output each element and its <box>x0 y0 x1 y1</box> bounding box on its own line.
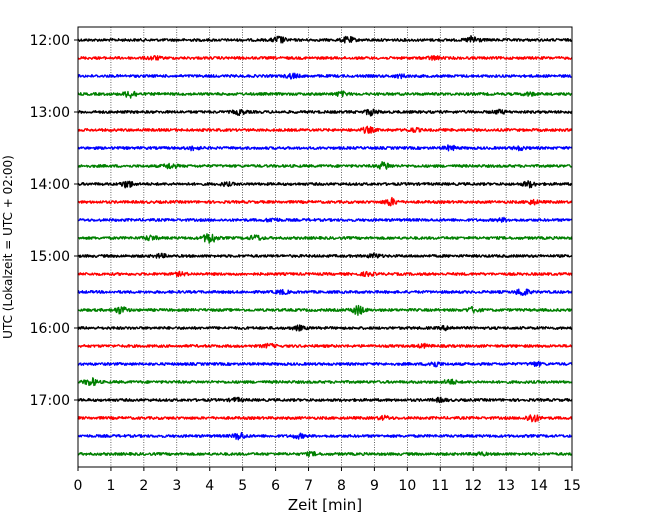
trace-layer <box>77 35 573 457</box>
seismogram-trace <box>77 216 573 223</box>
x-tick-label: 15 <box>563 478 581 494</box>
x-tick-label: 7 <box>304 478 313 494</box>
seismogram-trace <box>77 233 573 244</box>
seismogram-trace <box>77 180 573 189</box>
seismogram-trace <box>77 360 573 368</box>
seismogram-trace <box>77 196 573 207</box>
x-tick-label: 0 <box>74 478 83 494</box>
grid-layer <box>110 27 540 467</box>
plot-frame <box>77 26 573 468</box>
y-tick-label: 14:00 <box>30 177 70 193</box>
y-axis-label: UTC (Lokalzeit = UTC + 02:00) <box>1 155 15 339</box>
y-tick-label: 16:00 <box>30 321 70 337</box>
seismogram-trace <box>77 72 573 80</box>
x-axis-label: Zeit [min] <box>288 496 362 514</box>
x-tick-label: 8 <box>337 478 346 494</box>
y-tick-label: 15:00 <box>30 249 70 265</box>
y-tick-label: 17:00 <box>30 393 70 409</box>
x-tick-label: 6 <box>271 478 280 494</box>
seismogram-trace <box>77 324 573 332</box>
y-tick-label: 12:00 <box>30 33 70 49</box>
seismogram-trace <box>77 144 573 152</box>
seismogram-trace <box>77 377 573 387</box>
seismogram-trace <box>77 450 573 457</box>
seismogram-trace <box>77 304 573 316</box>
seismogram-trace <box>77 342 573 349</box>
seismogram-trace <box>77 35 573 44</box>
x-axis-ticks: 0 1 2 3 4 5 6 7 8 9 10 11 12 13 14 15 <box>74 467 581 494</box>
seismogram-trace <box>77 288 573 297</box>
x-tick-label: 14 <box>530 478 548 494</box>
x-tick-label: 1 <box>106 478 115 494</box>
x-tick-label: 5 <box>238 478 247 494</box>
y-tick-label: 13:00 <box>30 105 70 121</box>
y-axis-ticks: 12:00 13:00 14:00 15:00 16:00 17:00 <box>30 33 78 409</box>
seismogram-trace <box>77 396 573 404</box>
x-tick-label: 9 <box>370 478 379 494</box>
x-tick-label: 3 <box>172 478 181 494</box>
seismogram-trace <box>77 108 573 117</box>
seismogram-trace <box>77 414 573 423</box>
seismogram-trace <box>77 90 573 99</box>
x-tick-label: 4 <box>205 478 214 494</box>
seismogram-trace <box>77 252 573 259</box>
x-tick-label: 11 <box>431 478 449 494</box>
x-tick-label: 2 <box>139 478 148 494</box>
seismogram-trace <box>77 431 573 441</box>
seismogram-trace <box>77 125 573 134</box>
seismogram-trace <box>77 55 573 61</box>
x-tick-label: 12 <box>464 478 482 494</box>
x-tick-label: 10 <box>398 478 416 494</box>
seismogram-trace <box>77 270 573 278</box>
x-tick-label: 13 <box>497 478 515 494</box>
seismogram-trace <box>77 161 573 170</box>
